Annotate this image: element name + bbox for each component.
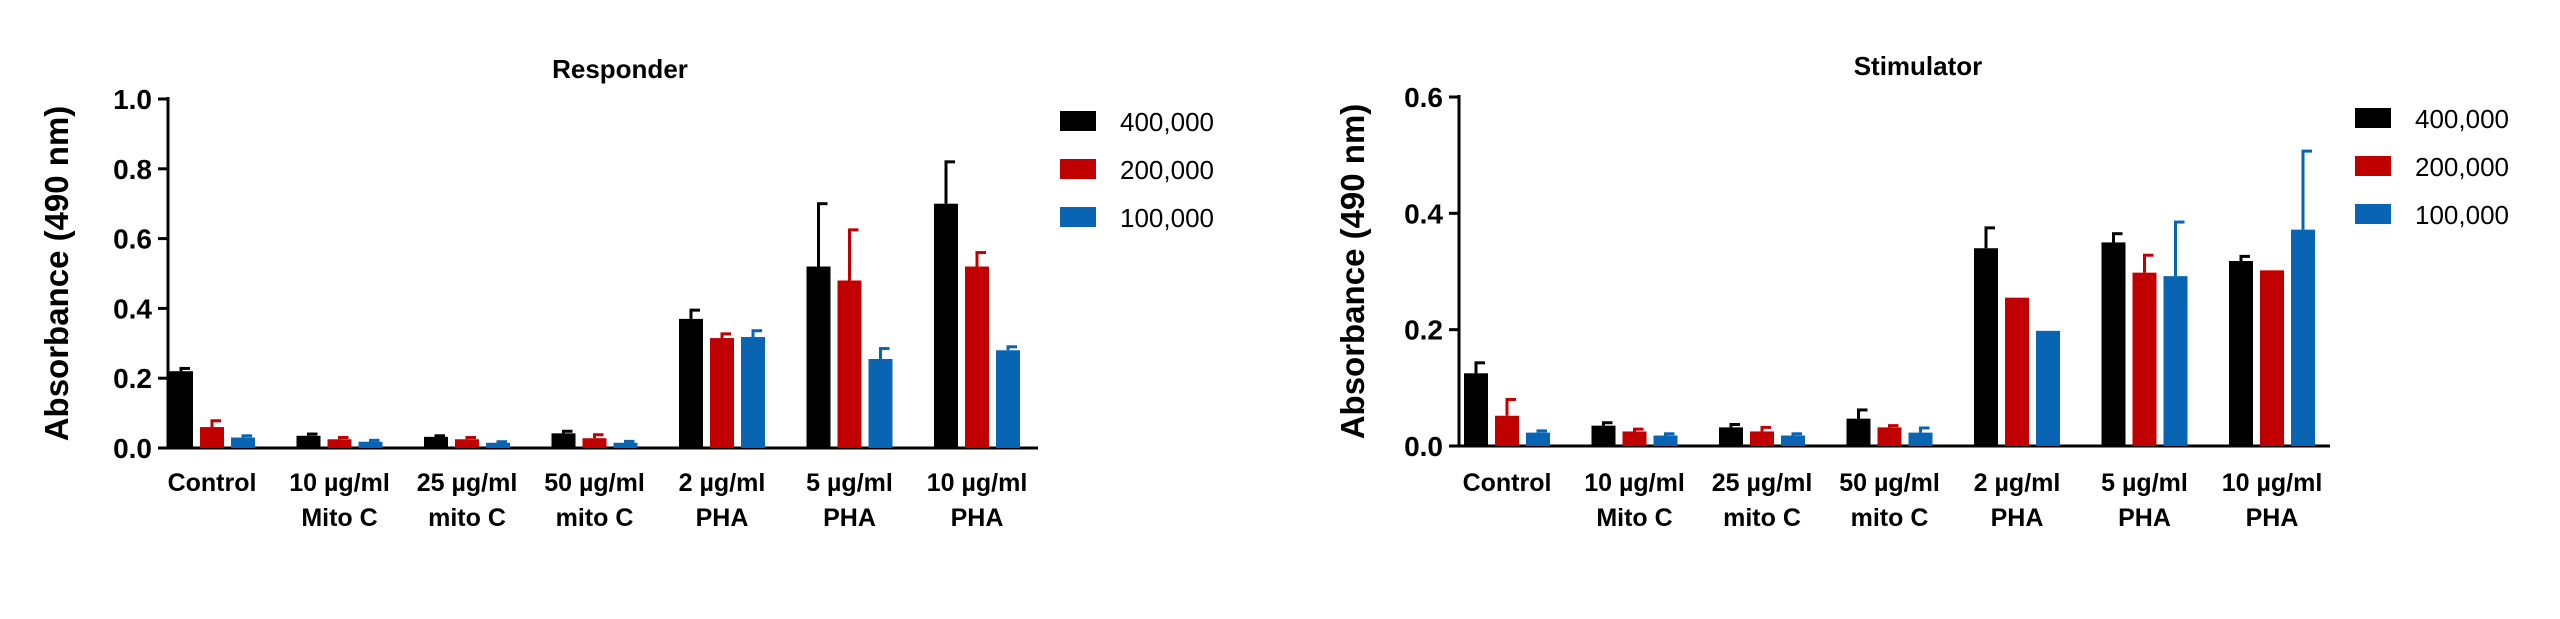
bar-400000-5 [2101, 242, 2126, 446]
legend-swatch [1060, 111, 1096, 131]
legend: 400,000 200,000 100,000 [2355, 104, 2509, 230]
bar-200000-4 [710, 338, 734, 448]
legend-swatch [2355, 108, 2391, 128]
bar-400000-1 [1591, 425, 1616, 446]
legend: 400,000 200,000 100,000 [1060, 107, 1214, 233]
y-tick-label: 0.2 [1404, 315, 1443, 346]
x-tick-label: 50 µg/ml [544, 469, 645, 497]
bar-100000-6 [996, 350, 1020, 448]
bar-100000-1 [1653, 435, 1678, 446]
bar-200000-6 [2260, 270, 2284, 446]
bar-100000-0 [231, 437, 255, 448]
chart-title: Stimulator [1854, 51, 1983, 81]
x-tick-label: PHA [951, 504, 1004, 532]
x-tick-label: PHA [2118, 504, 2171, 532]
bar-400000-3 [1846, 418, 1871, 446]
legend-label: 100,000 [2415, 200, 2509, 230]
legend-swatch [2355, 156, 2391, 176]
bar-200000-2 [1750, 431, 1774, 446]
bar-100000-0 [1526, 432, 1550, 446]
x-tick-label: 10 µg/ml [1584, 469, 1685, 497]
x-tick-label: 10 µg/ml [2222, 469, 2323, 497]
x-tick-label: 10 µg/ml [927, 469, 1028, 497]
bar-400000-6 [2229, 261, 2253, 446]
bar-400000-2 [1719, 427, 1743, 446]
legend-swatch [1060, 159, 1096, 179]
bar-100000-3 [1908, 432, 1933, 446]
x-tick-label: 25 µg/ml [1712, 469, 1813, 497]
bar-200000-1 [327, 439, 352, 448]
legend-label: 400,000 [2415, 104, 2509, 134]
x-tick-label: mito C [1851, 504, 1929, 532]
chart-title: Responder [552, 54, 688, 84]
legend-label: 200,000 [2415, 152, 2509, 182]
x-tick-label: 2 µg/ml [679, 469, 766, 497]
y-tick-label: 0.2 [113, 363, 152, 394]
y-tick-label: 0.6 [113, 224, 152, 255]
x-tick-label: Control [168, 469, 257, 497]
x-tick-label: 50 µg/ml [1839, 469, 1940, 497]
y-tick-label: 0.6 [1404, 82, 1443, 113]
x-tick-label: PHA [1991, 504, 2044, 532]
bar-100000-5 [868, 359, 893, 448]
bar-400000-4 [1974, 248, 1998, 446]
chart-responder: Responder Absorbance (490 nm) 0.0 0.2 0.4 0.6… [38, 54, 1214, 532]
x-tick-label: 5 µg/ml [806, 469, 893, 497]
bar-200000-0 [200, 427, 224, 448]
x-tick-label: mito C [556, 504, 634, 532]
bar-200000-6 [965, 266, 989, 448]
chart-stimulator: Stimulator Absorbance (490 nm) 0.0 0.2 0.4 0.… [1334, 51, 2509, 532]
bar-400000-6 [934, 203, 958, 448]
y-axis-label: Absorbance (490 nm) [38, 106, 75, 442]
bar-200000-0 [1495, 415, 1519, 446]
bar-100000-4 [741, 337, 765, 448]
bar-400000-5 [806, 266, 831, 448]
bar-100000-1 [358, 441, 383, 448]
bar-100000-2 [1781, 435, 1805, 446]
bar-200000-3 [1877, 427, 1902, 446]
y-axis-label: Absorbance (490 nm) [1334, 104, 1371, 440]
x-tick-label: Control [1463, 469, 1552, 497]
x-tick-label: 5 µg/ml [2101, 469, 2188, 497]
legend-label: 400,000 [1120, 107, 1214, 137]
bar-200000-5 [837, 280, 862, 448]
bar-200000-1 [1622, 431, 1647, 446]
bar-100000-6 [2291, 229, 2315, 446]
bar-200000-4 [2005, 297, 2029, 446]
x-tick-label: PHA [823, 504, 876, 532]
y-tick-label: 0.4 [113, 293, 152, 324]
bar-200000-3 [582, 438, 607, 448]
bar-400000-0 [1464, 373, 1488, 446]
x-tick-label: mito C [1723, 504, 1801, 532]
x-tick-label: Mito C [1596, 504, 1672, 532]
bar-100000-4 [2036, 330, 2060, 446]
legend-label: 100,000 [1120, 203, 1214, 233]
bar-200000-2 [455, 439, 479, 448]
bar-100000-2 [486, 442, 510, 448]
x-tick-label: 10 µg/ml [289, 469, 390, 497]
bar-100000-3 [613, 442, 638, 448]
y-tick-label: 0.0 [113, 433, 152, 464]
y-tick-label: 1.0 [113, 84, 152, 115]
x-tick-label: PHA [2246, 504, 2299, 532]
x-tick-label: mito C [428, 504, 506, 532]
bar-400000-3 [551, 433, 576, 448]
y-tick-label: 0.8 [113, 154, 152, 185]
y-tick-label: 0.4 [1404, 198, 1443, 229]
legend-swatch [1060, 207, 1096, 227]
bar-400000-2 [424, 436, 448, 448]
bar-100000-5 [2163, 276, 2188, 446]
bar-200000-5 [2132, 272, 2157, 446]
legend-swatch [2355, 204, 2391, 224]
x-tick-label: Mito C [301, 504, 377, 532]
x-tick-label: 25 µg/ml [417, 469, 518, 497]
x-tick-label: 2 µg/ml [1974, 469, 2061, 497]
bar-400000-4 [679, 318, 703, 448]
x-tick-label: PHA [696, 504, 749, 532]
legend-label: 200,000 [1120, 155, 1214, 185]
bar-400000-0 [169, 371, 193, 448]
bar-400000-1 [296, 435, 321, 448]
y-tick-label: 0.0 [1404, 431, 1443, 462]
